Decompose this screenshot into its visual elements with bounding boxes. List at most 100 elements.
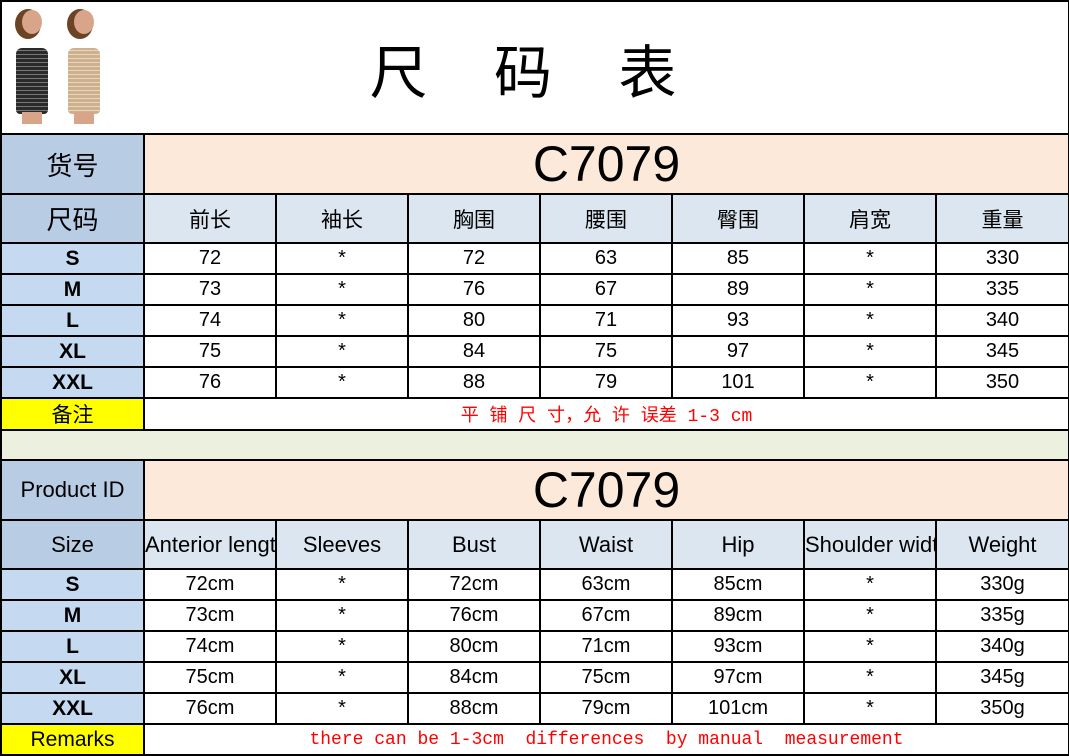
column-header: 肩宽 [803, 193, 937, 244]
section-divider [0, 429, 1069, 461]
value-cell: 93 [671, 304, 805, 337]
column-header: Bust [407, 519, 541, 570]
value-cell: 80cm [407, 630, 541, 663]
value-cell: 89cm [671, 599, 805, 632]
value-cell: * [275, 335, 409, 368]
value-cell: * [803, 599, 937, 632]
value-cell: 93cm [671, 630, 805, 663]
table-row: XL 75 * 84 75 97 * 345 [0, 335, 1069, 368]
column-header: 袖长 [275, 193, 409, 244]
column-header: Shoulder width [803, 519, 937, 570]
value-cell: 71 [539, 304, 673, 337]
size-cell: XXL [0, 366, 145, 399]
size-column-header: Size [0, 519, 145, 570]
table-row: XXL 76 * 88 79 101 * 350 [0, 366, 1069, 399]
value-cell: 84cm [407, 661, 541, 694]
value-cell: 330g [935, 568, 1069, 601]
value-cell: 88 [407, 366, 541, 399]
value-cell: 335g [935, 599, 1069, 632]
value-cell: 345 [935, 335, 1069, 368]
size-cell: M [0, 599, 145, 632]
table-row: M 73 * 76 67 89 * 335 [0, 273, 1069, 306]
column-header: Sleeves [275, 519, 409, 570]
size-cell: S [0, 568, 145, 601]
value-cell: 76 [143, 366, 277, 399]
value-cell: 63 [539, 242, 673, 275]
value-cell: 67cm [539, 599, 673, 632]
column-header: 胸围 [407, 193, 541, 244]
table-row: M 73cm * 76cm 67cm 89cm * 335g [0, 599, 1069, 632]
table-row: L 74 * 80 71 93 * 340 [0, 304, 1069, 337]
table-row: S 72 * 72 63 85 * 330 [0, 242, 1069, 275]
value-cell: 79 [539, 366, 673, 399]
model-black-dress [8, 8, 56, 124]
product-id-row: 货号 C7079 [0, 133, 1069, 195]
table-row: XXL 76cm * 88cm 79cm 101cm * 350g [0, 692, 1069, 725]
column-header: 臀围 [671, 193, 805, 244]
value-cell: 101cm [671, 692, 805, 725]
value-cell: * [275, 661, 409, 694]
title-cell: 尺 码 表 [0, 0, 1069, 135]
value-cell: 85 [671, 242, 805, 275]
value-cell: 76cm [407, 599, 541, 632]
product-id-label: 货号 [0, 133, 145, 195]
remarks-row: Remarks there can be 1-3cm differences by… [0, 723, 1069, 756]
value-cell: * [803, 335, 937, 368]
value-cell: 74cm [143, 630, 277, 663]
column-header: Hip [671, 519, 805, 570]
value-cell: 330 [935, 242, 1069, 275]
value-cell: 72cm [143, 568, 277, 601]
value-cell: 335 [935, 273, 1069, 306]
value-cell: 79cm [539, 692, 673, 725]
size-cell: XL [0, 661, 145, 694]
value-cell: 72 [143, 242, 277, 275]
value-cell: * [803, 304, 937, 337]
value-cell: 75cm [143, 661, 277, 694]
value-cell: 89 [671, 273, 805, 306]
value-cell: 73cm [143, 599, 277, 632]
remarks-text: 平 铺 尺 寸，允 许 误差 1-3 cm [143, 397, 1069, 431]
remarks-label: 备注 [0, 397, 145, 431]
header-row: Size Anterior length Sleeves Bust Waist Hip Sh… [0, 519, 1069, 570]
value-cell: 76cm [143, 692, 277, 725]
value-cell: * [275, 304, 409, 337]
value-cell: 75 [143, 335, 277, 368]
product-id-value: C7079 [143, 459, 1069, 521]
value-cell: 97 [671, 335, 805, 368]
value-cell: * [275, 692, 409, 725]
value-cell: * [275, 242, 409, 275]
value-cell: 72cm [407, 568, 541, 601]
value-cell: * [275, 273, 409, 306]
value-cell: 73 [143, 273, 277, 306]
size-cell: M [0, 273, 145, 306]
value-cell: 97cm [671, 661, 805, 694]
value-cell: 71cm [539, 630, 673, 663]
column-header: Anterior length [143, 519, 277, 570]
model-nude-dress [60, 8, 108, 124]
value-cell: 345g [935, 661, 1069, 694]
size-cell: L [0, 304, 145, 337]
value-cell: * [803, 242, 937, 275]
value-cell: * [803, 366, 937, 399]
value-cell: * [275, 366, 409, 399]
value-cell: 75cm [539, 661, 673, 694]
column-header: Weight [935, 519, 1069, 570]
column-header: 腰围 [539, 193, 673, 244]
value-cell: 80 [407, 304, 541, 337]
value-cell: * [803, 568, 937, 601]
remarks-text: there can be 1-3cm differences by manual… [143, 723, 1069, 756]
size-cell: XXL [0, 692, 145, 725]
value-cell: 85cm [671, 568, 805, 601]
value-cell: 340 [935, 304, 1069, 337]
value-cell: * [275, 568, 409, 601]
table-row: S 72cm * 72cm 63cm 85cm * 330g [0, 568, 1069, 601]
size-cell: XL [0, 335, 145, 368]
value-cell: 72 [407, 242, 541, 275]
value-cell: 340g [935, 630, 1069, 663]
value-cell: * [803, 273, 937, 306]
value-cell: 76 [407, 273, 541, 306]
table-row: L 74cm * 80cm 71cm 93cm * 340g [0, 630, 1069, 663]
column-header: 重量 [935, 193, 1069, 244]
size-column-header: 尺码 [0, 193, 145, 244]
